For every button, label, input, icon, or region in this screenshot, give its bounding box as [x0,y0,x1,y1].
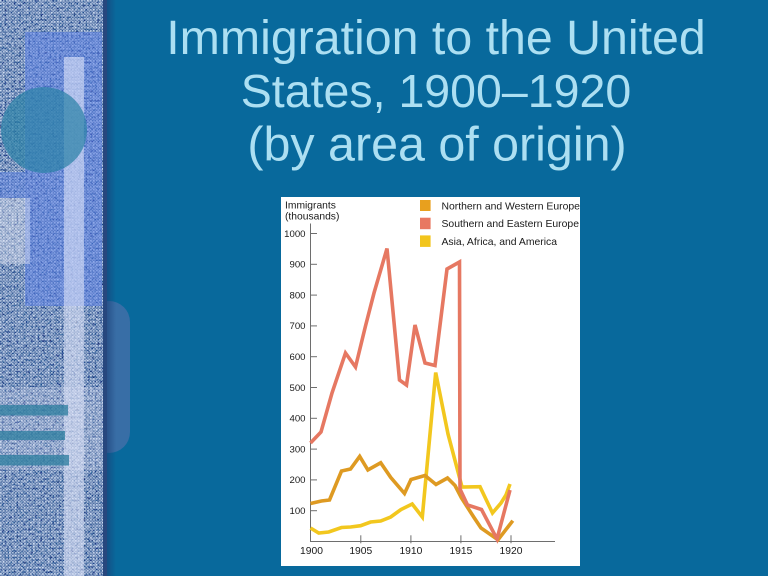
svg-text:Asia, Africa, and America: Asia, Africa, and America [442,237,558,248]
svg-text:400: 400 [289,414,305,425]
svg-text:200: 200 [289,475,305,486]
svg-text:1905: 1905 [349,546,372,557]
svg-text:1915: 1915 [449,546,472,557]
svg-text:(thousands): (thousands) [285,211,339,222]
svg-text:Immigration to the United: Immigration to the United [166,11,706,65]
svg-text:Northern and Western Europe: Northern and Western Europe [442,202,581,213]
svg-text:100: 100 [289,506,305,517]
svg-text:600: 600 [289,352,305,363]
svg-text:900: 900 [289,260,305,271]
svg-text:(by area of origin): (by area of origin) [247,118,626,172]
svg-text:1920: 1920 [500,546,523,557]
svg-text:1900: 1900 [300,546,323,557]
svg-text:States, 1900–1920: States, 1900–1920 [241,65,631,117]
svg-text:500: 500 [289,383,305,394]
svg-text:800: 800 [289,290,305,301]
svg-text:Immigrants: Immigrants [285,201,336,212]
svg-text:Southern and Eastern Europe: Southern and Eastern Europe [442,219,580,230]
svg-text:300: 300 [289,444,305,455]
svg-text:1910: 1910 [399,546,422,557]
svg-text:1000: 1000 [284,229,305,240]
svg-text:700: 700 [289,321,305,332]
